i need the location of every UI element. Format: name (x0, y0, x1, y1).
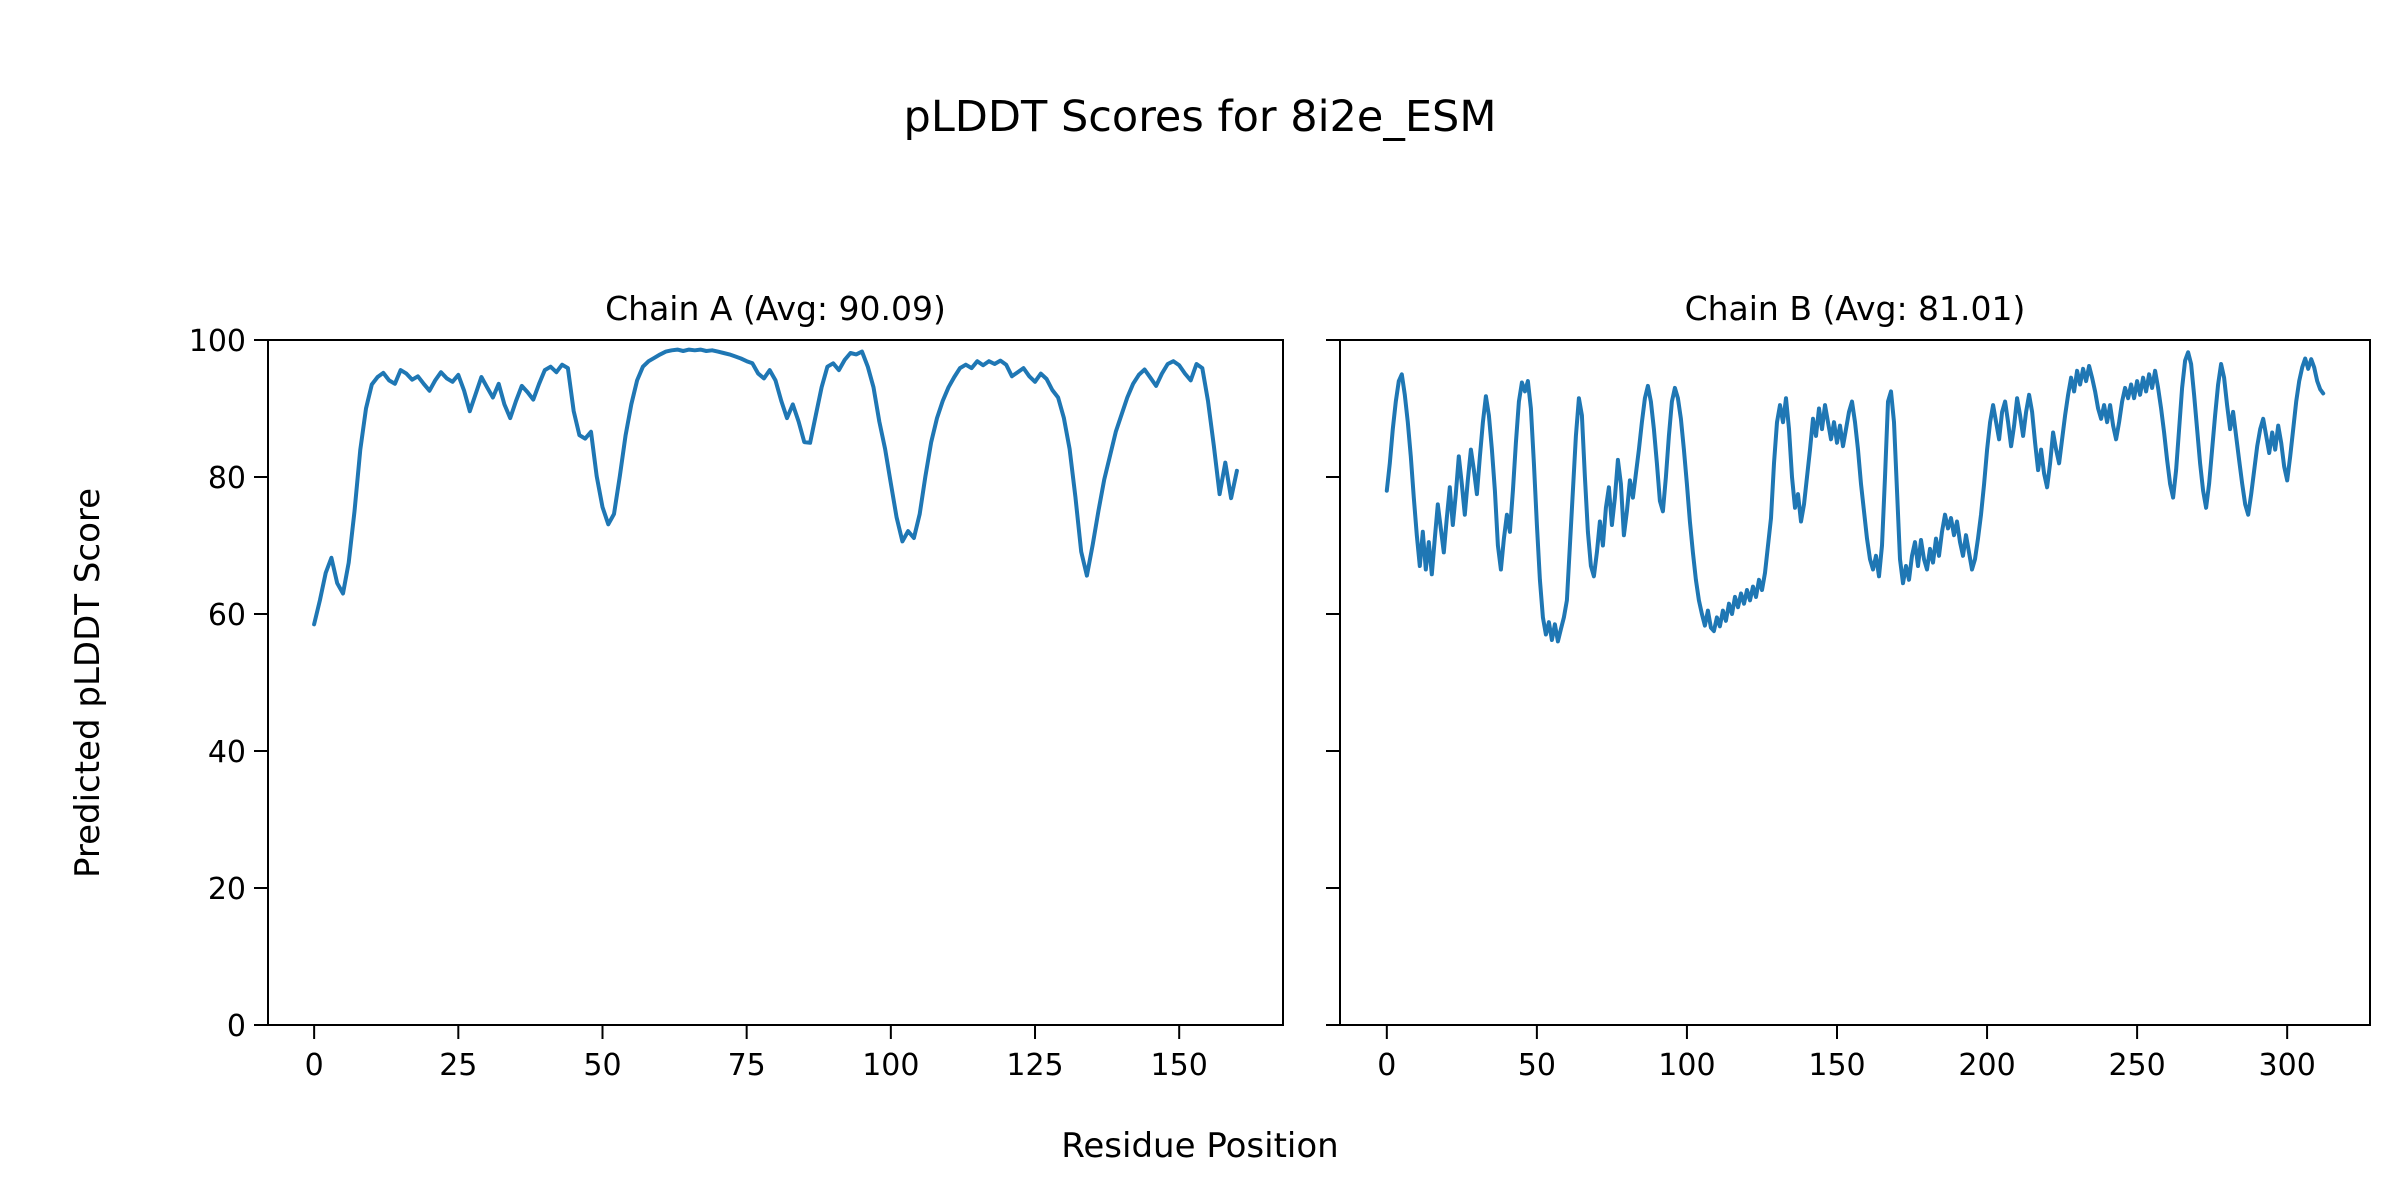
chain-b-x-tick-label: 0 (1377, 1048, 1396, 1083)
chain-b-x-tick-label: 200 (1958, 1048, 2015, 1083)
chain-a-x-tick-label: 50 (583, 1048, 621, 1083)
chain-b-x-tick-label: 100 (1658, 1048, 1715, 1083)
chain-b-plddt-line (1384, 350, 2326, 644)
chain-a-title: Chain A (Avg: 90.09) (605, 289, 946, 328)
chain-b-x-tick-label: 150 (1808, 1048, 1865, 1083)
chain-b-axes: 0 50 100 150 200 250 300 (1326, 339, 2371, 1083)
chain-b-title: Chain B (Avg: 81.01) (1684, 289, 2026, 328)
chain-a-axes: 0 25 50 75 100 125 150 0 20 40 60 80 100 (189, 324, 1284, 1083)
chain-a-x-tick-label: 0 (305, 1048, 324, 1083)
figure-title: pLDDT Scores for 8i2e_ESM (903, 92, 1497, 142)
chain-b-x-tick-label: 50 (1518, 1048, 1556, 1083)
chain-b-spines (1339, 339, 2371, 1026)
chain-a-y-tick-label: 60 (208, 598, 246, 633)
chain-b-x-tick-label: 300 (2259, 1048, 2316, 1083)
chain-a-x-tick-label: 150 (1151, 1048, 1208, 1083)
chain-a-y-tick-label: 80 (208, 461, 246, 496)
chain-b-x-tick-label: 250 (2108, 1048, 2165, 1083)
x-axis-label: Residue Position (1061, 1126, 1339, 1166)
chain-a-y-tick-label: 40 (208, 735, 246, 770)
y-axis-label: Predicted pLDDT Score (68, 487, 108, 879)
chain-a-y-tick-label: 20 (208, 872, 246, 907)
chain-a-x-tick-label: 25 (439, 1048, 477, 1083)
chain-a-x-tick-label: 75 (728, 1048, 766, 1083)
chain-a-y-tick-label: 100 (189, 324, 246, 359)
chain-a-y-tick-label: 0 (227, 1009, 246, 1044)
chain-a-x-tick-label: 125 (1006, 1048, 1063, 1083)
chain-a-spines (267, 339, 1284, 1026)
chain-a-plddt-line (312, 347, 1239, 627)
chain-a-x-tick-label: 100 (862, 1048, 919, 1083)
